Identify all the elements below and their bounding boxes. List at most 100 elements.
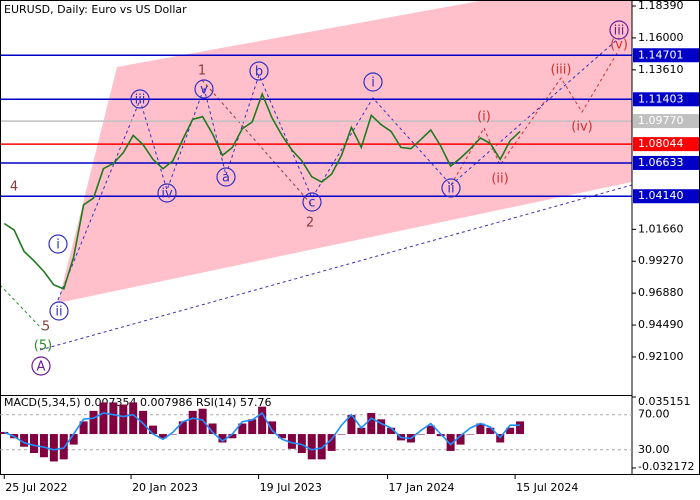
macd-bar: [297, 434, 306, 454]
macd-bar: [357, 427, 366, 435]
price-line: [3, 91, 521, 290]
macd-tick-label: -0.032172: [638, 460, 694, 473]
wave-circle: [194, 79, 214, 99]
wave-circle: [363, 72, 383, 92]
y-tick-label: 0.96880: [638, 286, 684, 299]
macd-bar: [347, 415, 356, 435]
level-box: [633, 155, 699, 170]
wave-label: b: [255, 65, 263, 80]
level-label: 1.11403: [638, 92, 684, 105]
wave-label: a: [222, 171, 230, 186]
rsi-tick-label: 30.00: [638, 443, 670, 456]
y-tick-label: 1.13610: [638, 63, 684, 76]
macd-bar: [476, 423, 485, 435]
wave-label: ii: [55, 305, 62, 320]
level-label: 1.14701: [638, 48, 684, 61]
wave-label: (v): [610, 38, 628, 53]
macd-bar: [248, 419, 257, 435]
wave-label: (iv): [571, 120, 592, 135]
wave-label: c: [308, 196, 315, 211]
macd-bar: [258, 406, 267, 435]
x-tick-label: 15 Jul 2024: [516, 481, 578, 494]
macd-bar: [277, 434, 286, 439]
channel: [58, 0, 632, 303]
plot: [0, 54, 632, 290]
macd-bar: [446, 434, 455, 451]
level-box: [633, 137, 699, 152]
y-tick-label: 1.01660: [638, 222, 684, 235]
level-box: [633, 189, 699, 204]
wave-line: [201, 79, 313, 206]
wave-label: (i): [477, 110, 491, 125]
x-tick-label: 25 Jul 2022: [5, 481, 67, 494]
wave-line: [0, 284, 44, 331]
level-label: 1.09770: [638, 114, 684, 127]
x-tick-label: 17 Jan 2024: [389, 481, 455, 494]
macd-bar: [307, 434, 316, 460]
wave-label: v: [200, 83, 208, 98]
x-tick-label: 19 Jul 2023: [260, 481, 322, 494]
indicator-title: MACD(5,34,5) 0.007354 0.007986 RSI(14) 5…: [4, 396, 271, 409]
level-label: 1.06633: [638, 156, 684, 169]
wave-label: 1: [198, 64, 206, 79]
macd-bar: [456, 434, 465, 445]
wave-circle: [441, 178, 461, 198]
macd-bar: [69, 434, 78, 445]
wave-circle: [49, 301, 69, 321]
macd-bar: [208, 423, 217, 435]
macd-bar: [387, 427, 396, 435]
wave-line: [450, 49, 620, 186]
level-label: 1.04140: [638, 189, 684, 202]
y-tick-label: 0.94490: [638, 318, 684, 331]
wave-label: (5): [34, 339, 52, 354]
macd-bar: [149, 425, 158, 435]
wave-label: 5: [42, 320, 50, 335]
wave-label: ii: [447, 182, 454, 197]
macd-bar: [168, 434, 177, 435]
wave-label: iv: [161, 187, 173, 202]
macd-bar: [268, 421, 277, 435]
macd-bar: [119, 404, 128, 435]
wave-label: A: [37, 360, 46, 375]
wave-label: (iii): [551, 63, 572, 78]
macd-bar: [30, 434, 39, 454]
macd-bar: [79, 421, 88, 435]
wave-circle: [302, 192, 322, 212]
macd-bar: [367, 412, 376, 435]
wave-label: iii: [135, 93, 146, 108]
wave-line: [57, 87, 205, 301]
macd-bar: [49, 434, 58, 462]
level-box: [633, 114, 699, 129]
macd-bar: [317, 434, 326, 460]
macd-bar: [39, 434, 48, 458]
macd-bar: [20, 434, 29, 447]
trend-line: [39, 184, 632, 351]
macd-bar: [337, 434, 346, 435]
wave-label: i: [56, 238, 60, 253]
macd-bar: [109, 402, 118, 435]
wave-label: i: [371, 76, 375, 91]
macd-bar: [188, 410, 197, 435]
macd-bar: [416, 434, 425, 435]
wave-label: (ii): [491, 172, 508, 187]
level-box: [633, 48, 699, 63]
macd-bar: [327, 434, 336, 451]
y-tick-label: 1.16000: [638, 31, 684, 44]
macd-bar: [426, 425, 435, 435]
wave-line: [203, 73, 452, 200]
macd-bar: [506, 427, 515, 435]
macd-bar: [129, 402, 138, 435]
rsi-line: [3, 411, 521, 451]
macd-bar: [466, 434, 475, 435]
macd-bar: [218, 434, 227, 443]
wave-circle: [249, 61, 269, 81]
y-tick-label: 0.92100: [638, 350, 684, 363]
macd-bar: [238, 423, 247, 435]
drawings: [0, 0, 632, 351]
rsi-tick-label: 70.00: [638, 408, 670, 421]
macd-bar: [228, 434, 237, 439]
wave-label: 4: [10, 180, 18, 195]
wave-circle: [609, 20, 629, 40]
macd-bar: [516, 421, 525, 435]
